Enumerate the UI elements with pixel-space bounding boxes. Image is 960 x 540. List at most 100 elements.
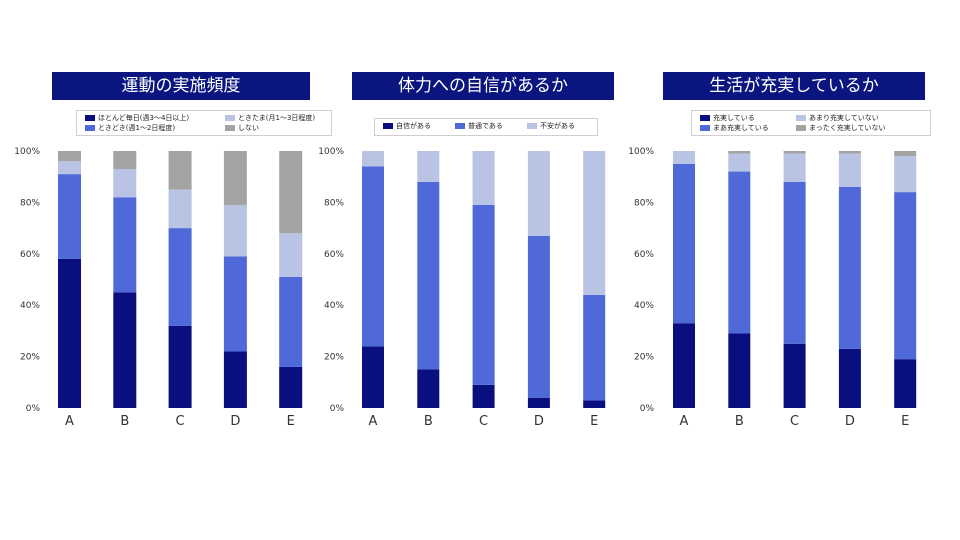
bar-segment [362, 166, 384, 347]
bar-segment [58, 174, 81, 259]
x-category-label: C [790, 414, 799, 429]
bar-segment [583, 294, 606, 401]
bar-segment [113, 168, 137, 198]
legend-item: ときどき(週1～2日程度) [85, 124, 175, 133]
legend-swatch [700, 115, 710, 121]
bar-segment [527, 235, 550, 398]
x-category-label: B [120, 414, 129, 429]
bar-segment [279, 366, 303, 408]
chart-title-1: 体力への自信があるか [352, 72, 614, 100]
bar-segment [894, 151, 917, 157]
x-category-label: E [590, 414, 598, 429]
bar-segment [417, 151, 440, 182]
x-category-label: D [845, 414, 855, 429]
bar-segment [527, 397, 550, 408]
bar-segment [783, 151, 806, 154]
legend-label: ときどき(週1～2日程度) [98, 124, 176, 132]
bar-segment [168, 325, 192, 408]
legend-label: まあ充実している [713, 124, 769, 132]
bar-segment [838, 348, 861, 408]
legend-swatch [527, 123, 537, 129]
legend-swatch [796, 115, 806, 121]
legend-item: しない [225, 124, 259, 133]
bar-segment [168, 189, 192, 229]
legend-swatch [700, 125, 710, 131]
legend-label: 自信がある [396, 122, 431, 130]
y-tick-label: 0% [330, 404, 345, 414]
x-category-label: D [534, 414, 544, 429]
legend-item: 不安がある [527, 122, 575, 131]
legend-swatch [383, 123, 393, 129]
y-tick-label: 20% [634, 353, 654, 363]
legend-label: あまり充実していない [809, 114, 879, 122]
legend-swatch [225, 125, 235, 131]
legend-2: 充実しているまあ充実している あまり充実していない まったく充実していない [691, 110, 931, 136]
bar-segment [838, 153, 861, 187]
bar-segment [168, 228, 192, 326]
legend-item: 自信がある [383, 122, 431, 131]
legend-item: 普通である [455, 122, 503, 131]
bar-segment [279, 151, 303, 234]
bar-segment [279, 276, 303, 367]
legend-label: ほとんど毎日(週3～4日以上) [98, 114, 190, 122]
bar-segment [728, 333, 751, 408]
legend-item: ときたま(月1～3日程度) [225, 114, 315, 123]
legend-swatch [85, 125, 95, 131]
legend-label: 不安がある [540, 122, 575, 130]
chart-title-2: 生活が充実しているか [663, 72, 925, 100]
y-tick-label: 100% [318, 147, 344, 157]
bar-segment [783, 343, 806, 408]
y-tick-label: 60% [20, 250, 40, 260]
bar-segment [728, 151, 751, 154]
legend-1: 自信がある 普通である 不安がある [374, 118, 598, 136]
bar-segment [168, 151, 192, 190]
x-category-label: C [176, 414, 185, 429]
bar-segment [728, 171, 751, 334]
bar-segment [894, 156, 917, 193]
bar-segment [223, 256, 247, 352]
y-tick-label: 20% [324, 353, 344, 363]
x-category-label: B [735, 414, 744, 429]
y-tick-label: 100% [14, 147, 40, 157]
x-category-label: E [901, 414, 909, 429]
bar-segment [417, 181, 440, 370]
y-tick-label: 0% [640, 404, 655, 414]
bar-segment [113, 197, 137, 293]
bar-segment [58, 161, 81, 175]
y-tick-label: 60% [324, 250, 344, 260]
bar-segment [472, 151, 495, 205]
y-tick-label: 40% [324, 301, 344, 311]
bar-segment [894, 192, 917, 360]
x-category-label: A [680, 414, 689, 429]
bar-segment [673, 163, 695, 324]
legend-item: まあ充実している [700, 124, 769, 133]
legend-label: まったく充実していない [809, 124, 886, 132]
bar-segment [527, 151, 550, 236]
legend-item: まったく充実していない [796, 124, 886, 133]
x-category-label: E [287, 414, 295, 429]
bar-segment [673, 151, 695, 164]
bar-segment [783, 181, 806, 344]
y-tick-label: 0% [26, 404, 41, 414]
x-category-label: C [479, 414, 488, 429]
legend-label: しない [238, 124, 259, 132]
legend-item: ほとんど毎日(週3～4日以上) [85, 114, 189, 123]
legend-item: あまり充実していない [796, 114, 879, 123]
bar-segment [279, 233, 303, 277]
bar-segment [472, 384, 495, 408]
bar-segment [783, 153, 806, 182]
bar-segment [223, 151, 247, 205]
bar-segment [58, 258, 81, 408]
bar-segment [583, 151, 606, 295]
legend-label: ときたま(月1～3日程度) [238, 114, 316, 122]
bar-segment [113, 151, 137, 169]
bar-segment [838, 151, 861, 154]
legend-swatch [225, 115, 235, 121]
bar-segment [894, 359, 917, 408]
bar-segment [223, 204, 247, 257]
legend-item: 充実している [700, 114, 755, 123]
legend-swatch [455, 123, 465, 129]
bar-segment [362, 346, 384, 408]
legend-label: 充実している [713, 114, 755, 122]
